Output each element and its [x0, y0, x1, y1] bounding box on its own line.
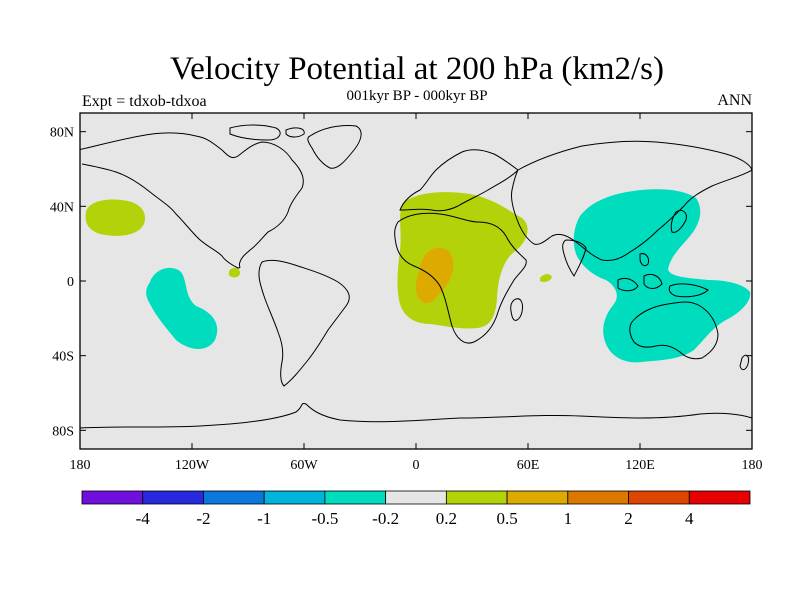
- coastline-arctic-islands: [229, 124, 305, 141]
- colorbar-label: 2: [624, 509, 633, 528]
- colorbar-swatch: [263, 490, 326, 505]
- colorbar-swatch: [203, 490, 265, 505]
- coastline-maritime-continent: [617, 253, 709, 298]
- coastline-japan: [670, 209, 687, 233]
- colorbar-swatch: [324, 490, 387, 505]
- contour-region-asia-australia: [573, 189, 751, 363]
- coastline-madagascar: [510, 298, 523, 321]
- colorbar-label: -0.2: [372, 509, 399, 528]
- lat-tick-label: 40S: [52, 350, 74, 365]
- coastline-asia: [511, 140, 752, 261]
- lon-tick-label: 60E: [517, 458, 540, 473]
- contour-region-north-pacific: [85, 199, 146, 236]
- coastline-australia: [629, 301, 719, 360]
- coastline-north-america: [80, 132, 304, 269]
- lon-tick-label: 0: [413, 458, 420, 473]
- season-label: ANN: [717, 92, 752, 109]
- lon-tick-label: 60W: [290, 458, 318, 473]
- lat-axis: 80N 40N 0 40S 80S: [50, 126, 752, 439]
- colorbar-label: 0.5: [496, 509, 517, 528]
- colorbar-label: -4: [136, 509, 151, 528]
- contour-region-south-pacific: [146, 267, 218, 350]
- lat-tick-label: 80N: [50, 126, 74, 141]
- colorbar-swatch: [628, 490, 690, 505]
- colorbar-label: 1: [564, 509, 573, 528]
- coastline-antarctica: [80, 403, 752, 429]
- coastlines: [80, 124, 752, 429]
- lat-tick-label: 80S: [52, 424, 74, 439]
- contour-fills: [85, 189, 751, 363]
- coastline-new-zealand: [739, 354, 749, 371]
- map-title: Velocity Potential at 200 hPa (km2/s): [169, 51, 665, 87]
- map-subtitle: 001kyr BP - 000kyr BP: [346, 88, 488, 104]
- lat-tick-label: 40N: [50, 200, 74, 215]
- colorbar-label: -1: [257, 509, 271, 528]
- experiment-label: Expt = tdxob-tdxoa: [82, 93, 207, 110]
- lon-tick-label: 120W: [175, 458, 210, 473]
- contour-region-arabian-sea: [540, 274, 552, 282]
- coastline-europe: [399, 149, 519, 212]
- contour-region-africa-core: [415, 247, 454, 304]
- colorbar-label: -0.5: [311, 509, 338, 528]
- colorbar-swatch: [142, 490, 204, 505]
- colorbar-swatch: [81, 490, 144, 505]
- colorbar-label: 0.2: [436, 509, 457, 528]
- coastline-africa: [394, 212, 527, 344]
- coastline-south-america: [258, 259, 350, 387]
- colorbar-swatch: [506, 490, 569, 505]
- lon-tick-label: 120E: [625, 458, 655, 473]
- coastline-greenland: [307, 125, 362, 169]
- contour-region-central-pacific: [229, 267, 240, 278]
- lat-tick-label: 0: [67, 275, 74, 290]
- colorbar-label: -2: [196, 509, 210, 528]
- colorbar-swatch: [688, 490, 751, 505]
- coastline-india: [562, 239, 587, 277]
- colorbar: -4 -2 -1 -0.5 -0.2 0.2 0.5 1 2 4: [81, 490, 751, 528]
- lon-axis: 180 120W 60W 0 60E 120E 180: [70, 113, 763, 473]
- colorbar-swatch: [445, 490, 508, 505]
- colorbar-swatch: [385, 490, 447, 505]
- colorbar-label: 4: [685, 509, 694, 528]
- lon-tick-label: 180: [70, 458, 91, 473]
- colorbar-swatch: [567, 490, 629, 505]
- lon-tick-label: 180: [742, 458, 763, 473]
